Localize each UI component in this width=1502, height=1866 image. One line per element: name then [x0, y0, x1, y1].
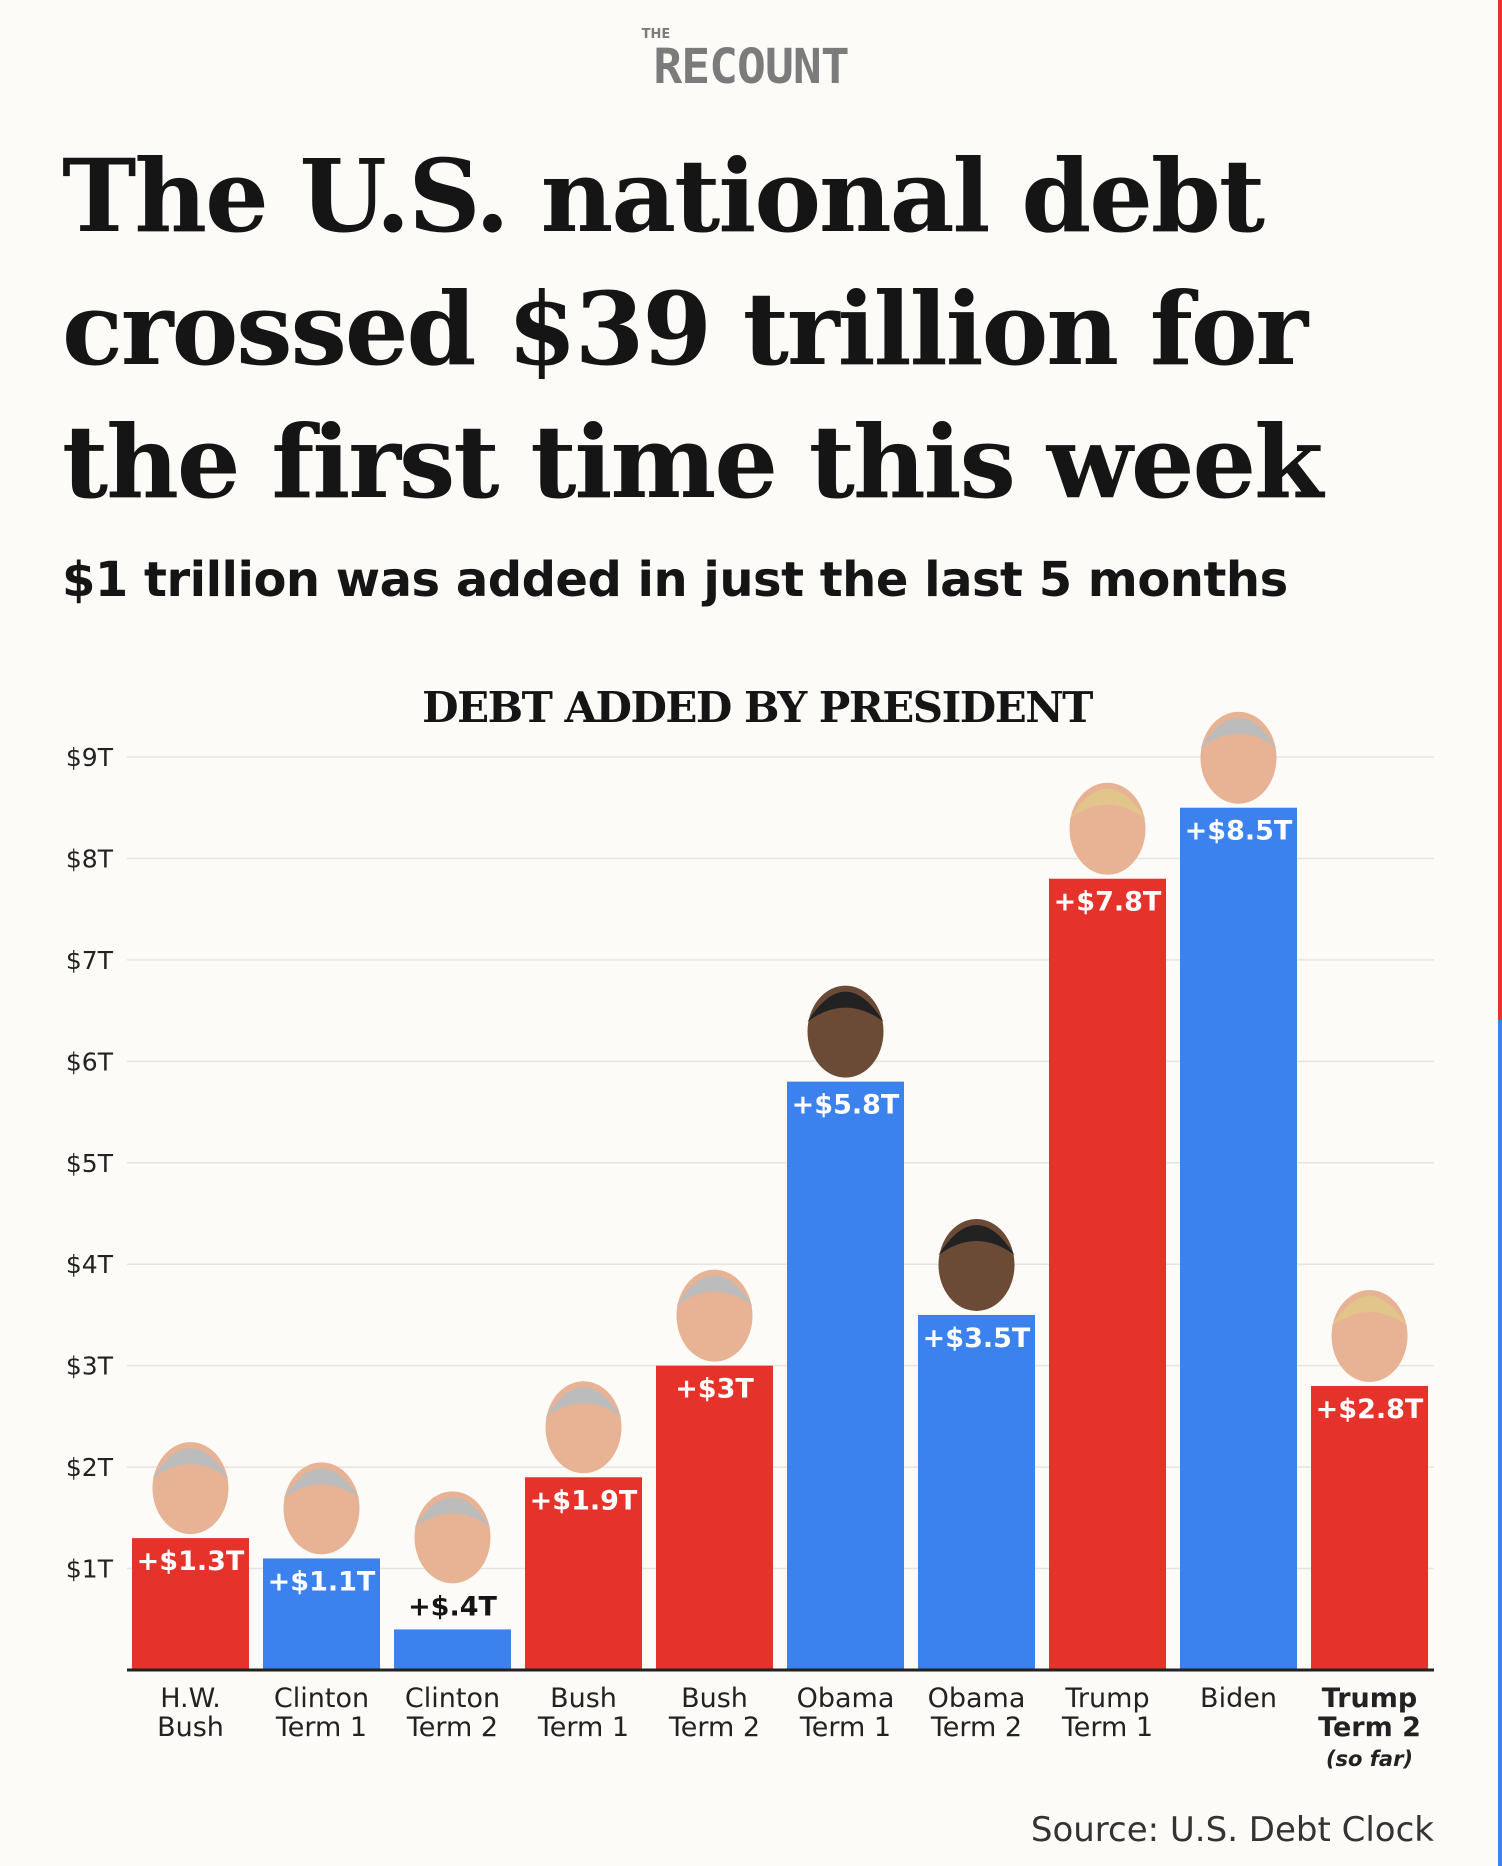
x-tick-label: H.W.	[160, 1683, 221, 1714]
subtitle: $1 trillion was added in just the last 5…	[62, 552, 1288, 608]
clinton-photo	[414, 1491, 491, 1584]
bar-value-label: +$1.3T	[137, 1546, 245, 1577]
bar-value-label: +$1.9T	[530, 1485, 638, 1516]
x-tick-label: Clinton	[274, 1683, 369, 1714]
bar-value-label: +$3.5T	[923, 1323, 1031, 1354]
y-tick-label: $2T	[66, 1453, 114, 1482]
bar-10	[1311, 1385, 1428, 1670]
y-tick-label: $8T	[66, 844, 114, 873]
bush-photo	[676, 1269, 753, 1362]
edge-accent-bar	[1498, 0, 1502, 1866]
x-tick-label: Term 2	[668, 1712, 760, 1743]
x-tick-label: Bush	[681, 1683, 748, 1714]
bar-value-label: +$8.5T	[1185, 816, 1293, 847]
bar-4	[525, 1477, 642, 1670]
bar-5	[656, 1365, 773, 1670]
x-tick-label: Term 2	[406, 1712, 498, 1743]
x-tick-label: Term 1	[275, 1712, 367, 1743]
x-tick-label: Bush	[157, 1712, 224, 1743]
trump-photo	[1331, 1289, 1408, 1382]
x-tick-label: Term 2	[1318, 1712, 1421, 1743]
trump-photo	[1069, 782, 1146, 875]
x-tick-label: Term 2	[930, 1712, 1022, 1743]
y-tick-label: $4T	[66, 1250, 114, 1279]
chart-title: DEBT ADDED BY PRESIDENT	[422, 683, 1093, 732]
obama-photo	[938, 1218, 1015, 1311]
x-tick-label: Term 1	[1061, 1712, 1153, 1743]
bar-value-label: +$2.8T	[1316, 1394, 1424, 1425]
y-tick-label: $6T	[66, 1047, 114, 1076]
bar-value-label: +$3T	[675, 1374, 754, 1405]
bar-8	[1049, 878, 1166, 1670]
clinton-photo	[283, 1462, 360, 1555]
y-tick-label: $5T	[66, 1149, 114, 1178]
y-tick-label: $1T	[66, 1555, 114, 1584]
obama-photo	[807, 985, 884, 1078]
x-tick-label: Term 1	[799, 1712, 891, 1743]
x-tick-label: Clinton	[405, 1683, 500, 1714]
source-note: Source: U.S. Debt Clock	[1030, 1810, 1434, 1850]
bar-value-label: +$.4T	[408, 1591, 497, 1622]
logo-name: RECOUNT	[653, 39, 849, 95]
headline: The U.S. national debt crossed $39 trill…	[62, 137, 1323, 521]
bar-value-label: +$7.8T	[1054, 887, 1162, 918]
bar-6	[787, 1081, 904, 1670]
bush-photo	[545, 1381, 622, 1474]
hw-bush-photo	[152, 1442, 229, 1535]
x-tick-label: Obama	[928, 1683, 1026, 1714]
logo-the: THE	[641, 27, 671, 42]
x-tick-note: (so far)	[1326, 1747, 1413, 1771]
bar-3	[394, 1629, 511, 1670]
bar-value-label: +$1.1T	[268, 1566, 376, 1597]
y-tick-label: $7T	[66, 946, 114, 975]
x-tick-label: Obama	[797, 1683, 895, 1714]
bar-2	[263, 1558, 380, 1670]
x-tick-label: Trump	[1322, 1683, 1417, 1714]
bar-value-label: +$5.8T	[792, 1090, 900, 1121]
x-tick-label: Trump	[1064, 1683, 1149, 1714]
recount-logo: THE RECOUNT	[0, 27, 1502, 95]
bar-1	[132, 1538, 249, 1670]
y-tick-label: $9T	[66, 743, 114, 772]
bar-9	[1180, 807, 1297, 1670]
x-tick-label: Bush	[550, 1683, 617, 1714]
x-tick-label: Term 1	[537, 1712, 629, 1743]
y-tick-label: $3T	[66, 1352, 114, 1381]
biden-photo	[1200, 711, 1277, 804]
x-tick-label: Biden	[1200, 1683, 1277, 1714]
bar-7	[918, 1314, 1035, 1670]
